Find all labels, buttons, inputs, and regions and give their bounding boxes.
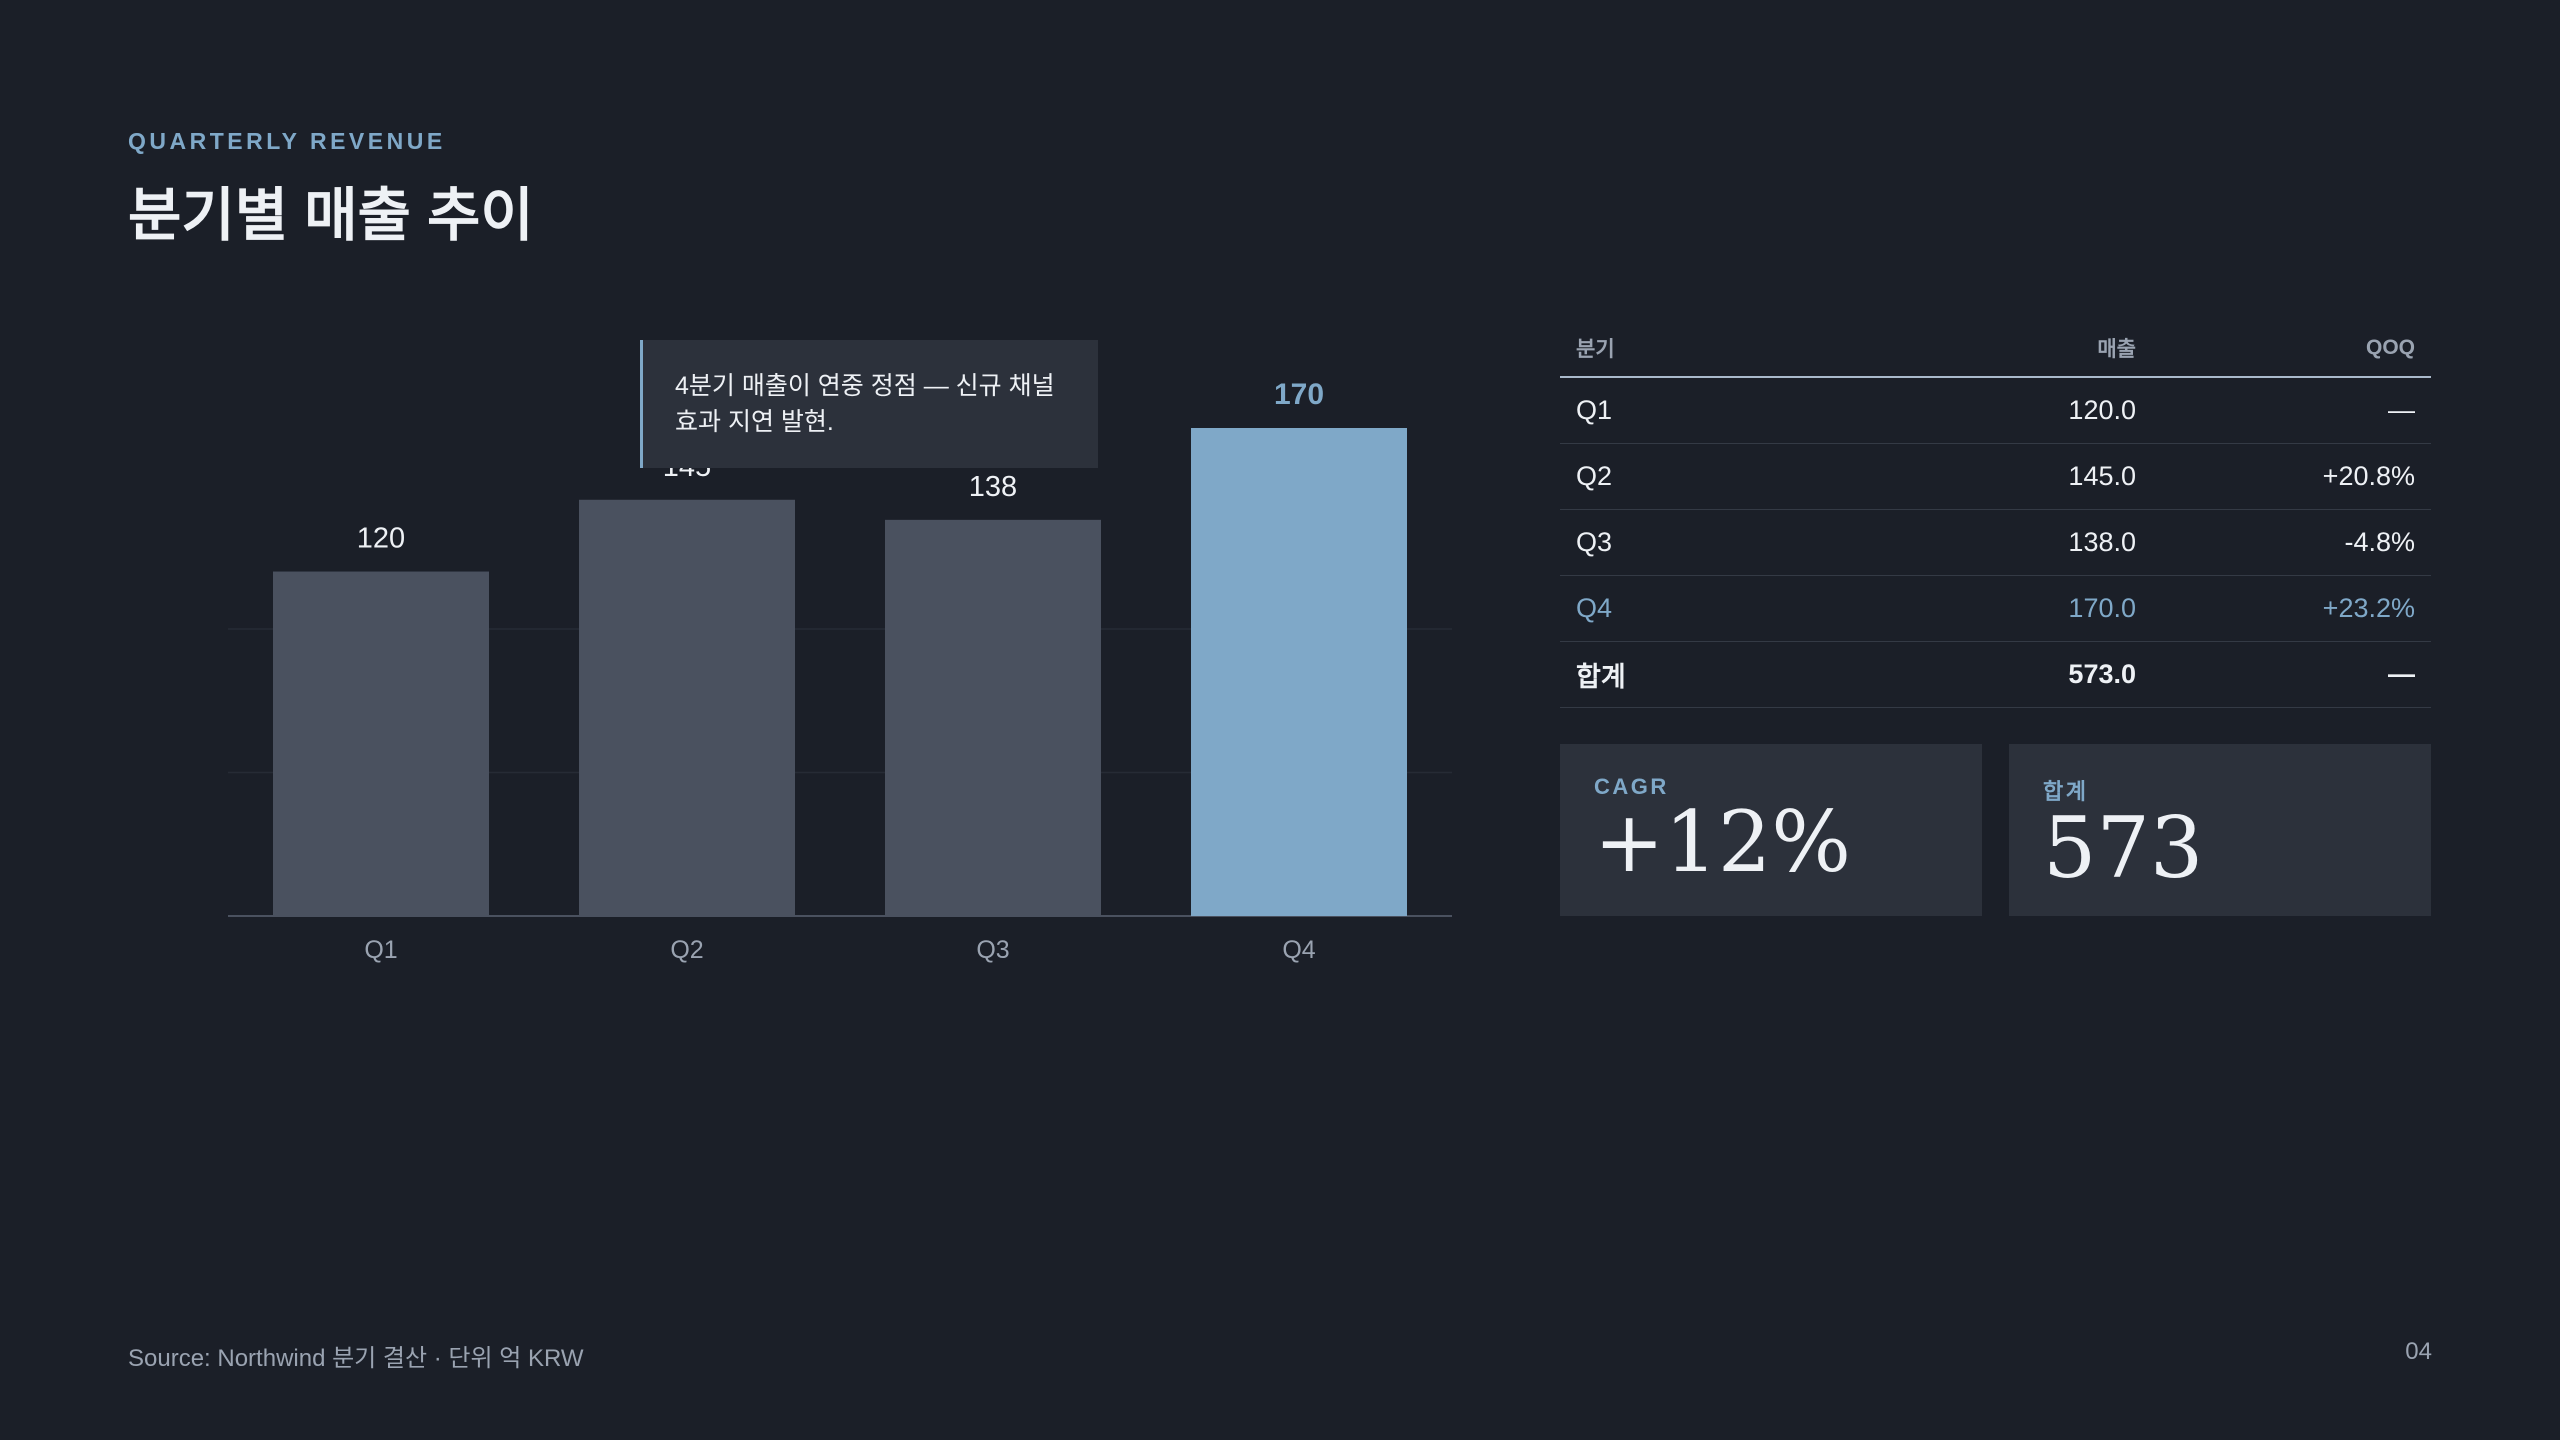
- chart-callout: 4분기 매출이 연중 정점 — 신규 채널 효과 지연 발현.: [640, 340, 1098, 468]
- data-label: 138: [969, 471, 1017, 503]
- x-tick-label: Q3: [976, 936, 1009, 964]
- table-row: Q2 145.0 +20.8%: [1560, 444, 2431, 510]
- source-note: Source: Northwind 분기 결산 · 단위 억 KRW: [128, 1345, 584, 1372]
- bar-chart: 120Q1145Q2138Q3170Q4: [228, 378, 1452, 964]
- table-row: Q1 120.0 —: [1560, 378, 2431, 444]
- kpi-label: CAGR: [1594, 774, 1669, 799]
- kpi-value: +12%: [1594, 793, 1852, 891]
- row-revenue: 120.0: [2068, 395, 2136, 425]
- row-quarter: 합계: [1576, 662, 1626, 692]
- header-quarter: 분기: [1576, 338, 1615, 361]
- row-qoq: —: [2388, 659, 2415, 689]
- kpi-label: 합계: [2043, 779, 2089, 804]
- data-label: 170: [1274, 378, 1324, 411]
- bar-q3: [885, 519, 1101, 916]
- row-qoq: +20.8%: [2322, 461, 2415, 491]
- kpi-card-total: 합계 573: [2009, 744, 2431, 916]
- row-revenue: 170.0: [2068, 593, 2136, 623]
- table-header: 분기 매출 QOQ: [1560, 320, 2431, 378]
- row-quarter: Q3: [1576, 527, 1613, 557]
- kpi-card-cagr: CAGR +12%: [1560, 744, 1982, 916]
- header-qoq: QOQ: [2365, 336, 2415, 359]
- header-revenue: 매출: [2097, 338, 2136, 361]
- row-qoq: —: [2388, 395, 2415, 425]
- page-number: 04: [2405, 1338, 2432, 1365]
- bar-q2: [579, 499, 795, 916]
- row-revenue: 573.0: [2068, 659, 2136, 689]
- row-quarter: Q4: [1576, 593, 1613, 623]
- table-row: Q3 138.0 -4.8%: [1560, 510, 2431, 576]
- kpi-value: 573: [2043, 799, 2204, 897]
- eyebrow-label: QUARTERLY REVENUE: [128, 128, 446, 154]
- revenue-table: 분기 매출 QOQ Q1 120.0 — Q2 145.0 +20.8% Q3 …: [1560, 320, 2431, 708]
- chart-bars: [273, 428, 1407, 916]
- x-tick-label: Q1: [364, 936, 397, 964]
- x-tick-label: Q4: [1282, 936, 1315, 964]
- row-qoq: -4.8%: [2344, 527, 2415, 557]
- row-qoq: +23.2%: [2322, 593, 2415, 623]
- row-quarter: Q1: [1576, 395, 1613, 425]
- row-quarter: Q2: [1576, 461, 1613, 491]
- row-revenue: 145.0: [2068, 461, 2136, 491]
- table-row-total: 합계 573.0 —: [1560, 642, 2431, 708]
- x-tick-label: Q2: [670, 936, 703, 964]
- page-title: 분기별 매출 추이: [128, 183, 534, 248]
- data-label: 120: [357, 523, 405, 555]
- table-row-highlight: Q4 170.0 +23.2%: [1560, 576, 2431, 642]
- row-revenue: 138.0: [2068, 527, 2136, 557]
- bar-q1: [273, 571, 489, 916]
- bar-q4: [1191, 428, 1407, 916]
